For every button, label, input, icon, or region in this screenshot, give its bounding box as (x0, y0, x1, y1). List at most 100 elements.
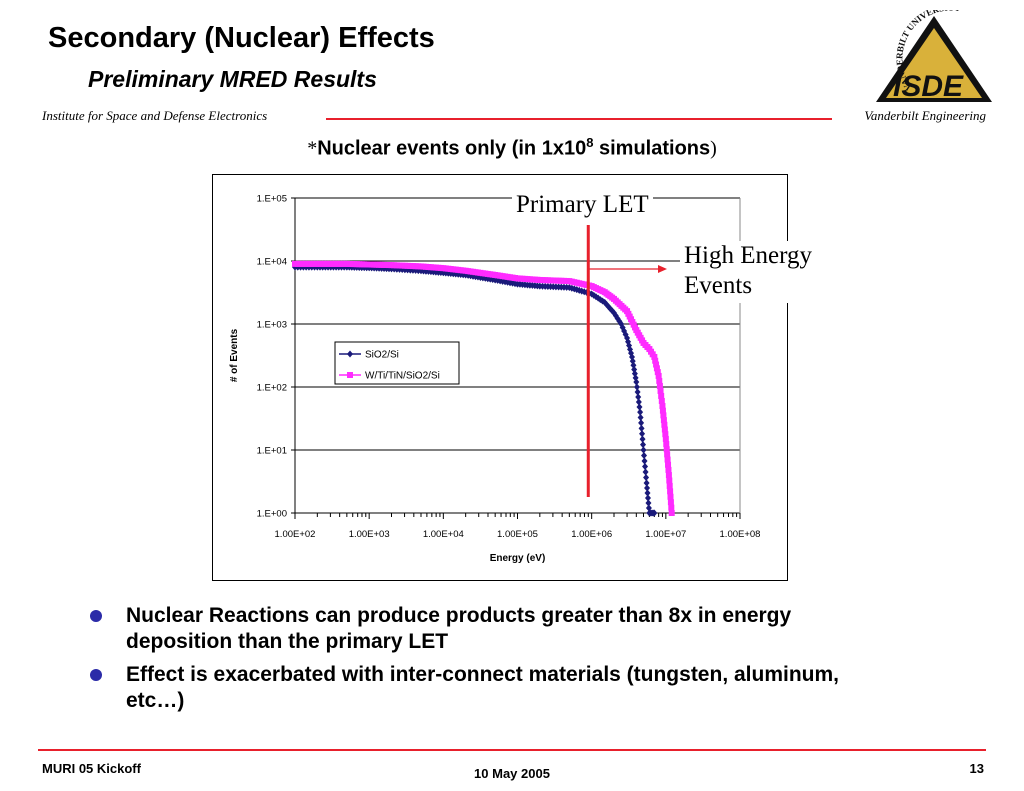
data-point-sio2 (641, 451, 648, 459)
data-point-sio2 (639, 430, 646, 438)
data-point-sio2 (644, 484, 651, 492)
data-point-sio2 (644, 489, 651, 497)
y-tick-label: 1.E+01 (257, 446, 287, 457)
x-tick-label: 1.00E+08 (720, 529, 761, 540)
bullet-item: Nuclear Reactions can produce products g… (88, 603, 888, 655)
slide-title: Secondary (Nuclear) Effects (48, 22, 435, 54)
data-point-w-stack (659, 407, 666, 414)
data-point-sio2 (639, 435, 646, 443)
data-point-w-stack (657, 387, 664, 394)
data-point-w-stack (665, 461, 672, 468)
data-point-sio2 (573, 286, 580, 294)
page-number: 13 (969, 761, 984, 776)
y-tick-label: 1.E+00 (257, 509, 287, 520)
data-point-w-stack (661, 421, 668, 428)
high-energy-line2: Events (684, 272, 753, 299)
institute-label: Institute for Space and Defense Electron… (42, 108, 268, 123)
legend-marker (347, 372, 353, 378)
data-point-sio2 (633, 378, 640, 386)
data-point-sio2 (626, 342, 633, 350)
y-tick-label: 1.E+05 (257, 194, 287, 205)
bullet-text: Effect is exacerbated with inter-connect… (126, 663, 839, 712)
data-point-sio2 (638, 419, 645, 427)
heading-star: * (307, 137, 318, 160)
slide-subtitle: Preliminary MRED Results (88, 66, 377, 92)
data-point-sio2 (642, 468, 649, 476)
bullet-text: Nuclear Reactions can produce products g… (126, 604, 792, 653)
data-point-sio2 (641, 457, 648, 465)
heading-text: Nuclear events only (in 1x10 (317, 137, 587, 160)
data-point-w-stack (664, 456, 671, 463)
data-point-w-stack (662, 431, 669, 438)
data-point-sio2 (640, 446, 647, 454)
data-point-w-stack (663, 441, 670, 448)
chart: 1.E+00 1.E+01 1.E+02 1.E+03 1.E+04 1.E+05 1.00… (212, 174, 788, 581)
data-point-sio2 (651, 509, 658, 517)
data-point-w-stack (658, 392, 665, 399)
data-point-sio2 (601, 298, 608, 306)
heading-exponent: 8 (586, 135, 594, 150)
data-point-sio2 (578, 287, 585, 295)
bullet-list: Nuclear Reactions can produce products g… (88, 603, 888, 721)
x-tick-label: 1.00E+03 (349, 529, 390, 540)
data-point-sio2 (635, 393, 642, 401)
data-point-w-stack (660, 417, 667, 424)
data-point-w-stack (658, 397, 665, 404)
bullet-item: Effect is exacerbated with inter-connect… (88, 662, 888, 714)
data-point-sio2 (625, 338, 632, 346)
data-point-w-stack (652, 357, 659, 364)
x-tick-label: 1.00E+06 (571, 529, 612, 540)
data-point-sio2 (637, 413, 644, 421)
data-point-w-stack (662, 435, 669, 442)
footer-left: MURI 05 Kickoff (42, 761, 141, 776)
data-point-sio2 (581, 288, 588, 296)
x-tick-label: 1.00E+07 (645, 529, 686, 540)
series-line-0 (295, 266, 655, 514)
data-point-w-stack (654, 369, 661, 376)
data-point-w-stack (666, 482, 673, 489)
high-energy-line1: High Energy (684, 242, 812, 269)
data-point-sio2 (640, 441, 647, 449)
x-tick-label: 1.00E+02 (275, 529, 316, 540)
bullet-dot-icon (90, 669, 102, 681)
data-point-sio2 (638, 424, 645, 432)
y-tick-label: 1.E+04 (257, 257, 287, 268)
data-point-sio2 (631, 365, 638, 373)
data-point-w-stack (667, 493, 674, 500)
data-point-sio2 (633, 383, 640, 391)
data-point-w-stack (667, 488, 674, 495)
data-point-w-stack (661, 426, 668, 433)
x-tick-label: 1.00E+05 (497, 529, 538, 540)
data-point-w-stack (656, 377, 663, 384)
data-point-sio2 (643, 479, 650, 487)
data-point-sio2 (635, 398, 642, 406)
heading-close: ) (710, 137, 717, 160)
data-point-w-stack (655, 372, 662, 379)
legend-marker (347, 350, 353, 358)
primary-let-callout: Primary LET (512, 190, 653, 220)
data-point-sio2 (590, 291, 597, 299)
data-point-w-stack (665, 472, 672, 479)
data-point-sio2 (643, 473, 650, 481)
data-point-w-stack (666, 477, 673, 484)
data-point-sio2 (644, 494, 651, 502)
data-point-sio2 (636, 403, 643, 411)
high-energy-callout: High Energy Events (680, 241, 816, 303)
data-point-w-stack (664, 451, 671, 458)
bullet-dot-icon (90, 610, 102, 622)
x-tick-label: 1.00E+04 (423, 529, 464, 540)
x-axis-title: Energy (eV) (490, 553, 546, 564)
data-point-w-stack (653, 361, 660, 368)
legend-label: SiO2/Si (365, 350, 399, 361)
logo-mark: ISDE (893, 70, 964, 103)
data-point-w-stack (651, 353, 658, 360)
y-tick-label: 1.E+03 (257, 320, 287, 331)
isde-logo: VANDERBILT UNIVERSITY ISDE (876, 10, 992, 103)
y-axis-title: # of Events (229, 328, 240, 382)
data-point-sio2 (642, 462, 649, 470)
arrow-head-icon (658, 265, 667, 273)
data-point-w-stack (668, 504, 675, 511)
data-point-w-stack (667, 499, 674, 506)
school-label: Vanderbilt Engineering (864, 108, 986, 123)
data-point-w-stack (665, 466, 672, 473)
